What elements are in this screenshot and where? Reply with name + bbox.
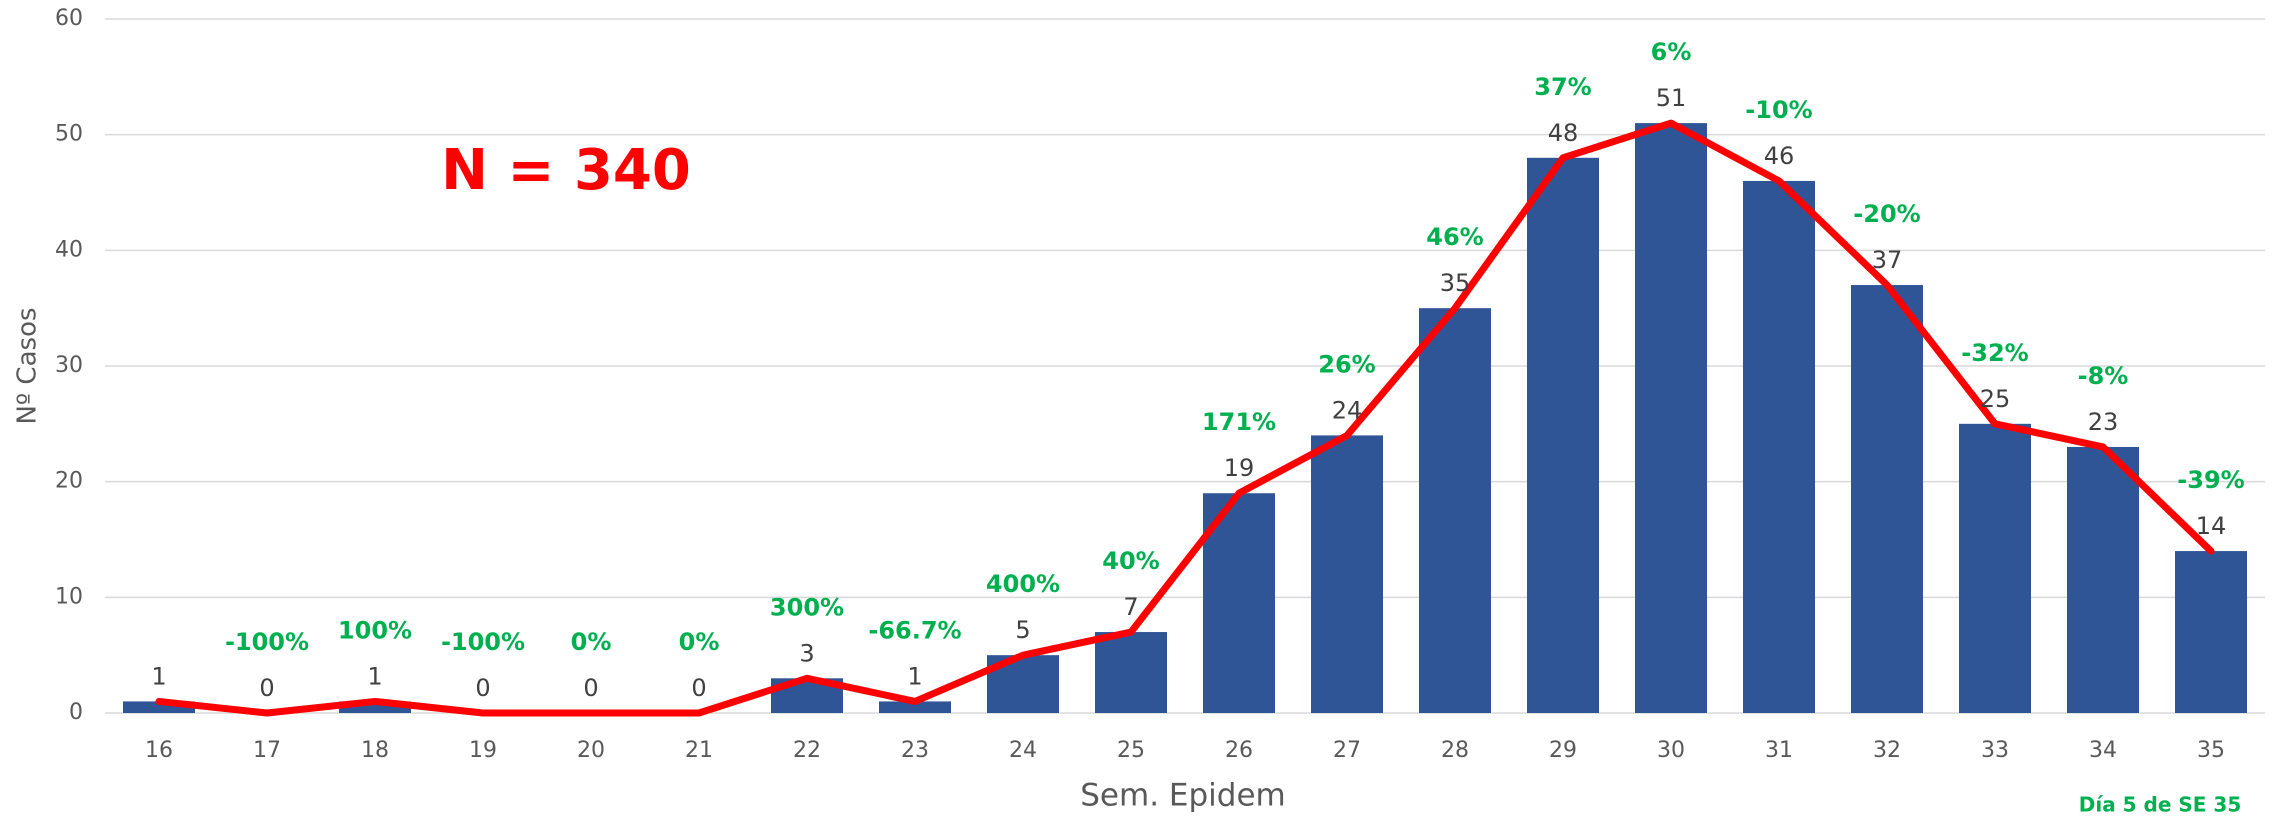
y-tick-label: 0	[69, 700, 83, 725]
value-label: 0	[259, 674, 274, 702]
bar	[879, 701, 951, 713]
bar	[1095, 632, 1167, 713]
y-tick-label: 10	[55, 584, 83, 609]
x-tick-label: 28	[1441, 738, 1469, 763]
bar	[1203, 493, 1275, 713]
value-label: 7	[1123, 593, 1138, 621]
change-label: 37%	[1534, 73, 1591, 101]
change-label: 40%	[1102, 547, 1159, 575]
change-label: 100%	[338, 616, 412, 644]
x-tick-label: 35	[2197, 738, 2225, 763]
value-label: 1	[367, 662, 382, 690]
change-label: -32%	[1961, 339, 2028, 367]
change-label: -39%	[2177, 466, 2244, 494]
x-tick-label: 20	[577, 738, 605, 763]
x-tick-label: 25	[1117, 738, 1145, 763]
change-label: 400%	[986, 570, 1060, 598]
bar	[1311, 435, 1383, 713]
x-tick-label: 16	[145, 738, 173, 763]
value-label: 0	[475, 674, 490, 702]
bar	[2175, 551, 2247, 713]
y-tick-label: 30	[55, 353, 83, 378]
value-label: 14	[2196, 512, 2227, 540]
change-label: 0%	[679, 628, 720, 656]
change-label: 46%	[1426, 223, 1483, 251]
x-tick-label: 26	[1225, 738, 1253, 763]
y-tick-label: 20	[55, 469, 83, 494]
x-tick-label: 33	[1981, 738, 2009, 763]
y-tick-label: 60	[55, 6, 83, 31]
change-label: 171%	[1202, 408, 1276, 436]
footnote: Día 5 de SE 35	[2079, 793, 2242, 817]
bar	[1419, 308, 1491, 713]
value-label: 5	[1015, 616, 1030, 644]
change-label: -20%	[1853, 200, 1920, 228]
line	[155, 119, 2215, 717]
change-label: 0%	[571, 628, 612, 656]
y-axis-label: Nº Casos	[13, 307, 43, 424]
value-label: 0	[691, 674, 706, 702]
change-label: 300%	[770, 593, 844, 621]
y-tick-label: 50	[55, 122, 83, 147]
x-tick-label: 24	[1009, 738, 1037, 763]
x-tick-label: 31	[1765, 738, 1793, 763]
change-label: -66.7%	[868, 616, 961, 644]
value-label: 48	[1548, 119, 1579, 147]
x-tick-label: 17	[253, 738, 281, 763]
bar	[2067, 446, 2139, 713]
value-label: 1	[151, 662, 166, 690]
value-label: 24	[1332, 396, 1363, 424]
value-label: 23	[2088, 408, 2119, 436]
annotation: N = 340	[441, 138, 691, 203]
value-label: 51	[1656, 84, 1687, 112]
bar	[1851, 285, 1923, 713]
x-tick-label: 19	[469, 738, 497, 763]
x-tick-label: 18	[361, 738, 389, 763]
bar	[1527, 157, 1599, 714]
change-label: 26%	[1318, 350, 1375, 378]
change-label: -100%	[225, 628, 309, 656]
value-label: 37	[1872, 246, 1903, 274]
x-tick-label: 23	[901, 738, 929, 763]
x-tick-label: 22	[793, 738, 821, 763]
value-label: 46	[1764, 142, 1795, 170]
bar	[339, 701, 411, 713]
value-label: 3	[799, 639, 814, 667]
x-tick-label: 30	[1657, 738, 1685, 763]
change-label: 6%	[1651, 38, 1692, 66]
change-label: -100%	[441, 628, 525, 656]
bar	[1743, 180, 1815, 713]
x-tick-label: 29	[1549, 738, 1577, 763]
value-label: 1	[907, 662, 922, 690]
bar	[1959, 423, 2031, 713]
value-label: 35	[1440, 269, 1471, 297]
change-label: -10%	[1745, 96, 1812, 124]
x-axis-label: Sem. Epidem	[1080, 778, 1285, 814]
value-label: 0	[583, 674, 598, 702]
value-label: 19	[1224, 454, 1255, 482]
change-label: -8%	[2078, 362, 2129, 390]
bar	[1635, 123, 1707, 714]
x-tick-label: 32	[1873, 738, 1901, 763]
value-label: 25	[1980, 385, 2011, 413]
y-tick-label: 40	[55, 237, 83, 262]
bar	[123, 701, 195, 713]
x-tick-label: 21	[685, 738, 713, 763]
x-tick-label: 34	[2089, 738, 2117, 763]
x-tick-label: 27	[1333, 738, 1361, 763]
